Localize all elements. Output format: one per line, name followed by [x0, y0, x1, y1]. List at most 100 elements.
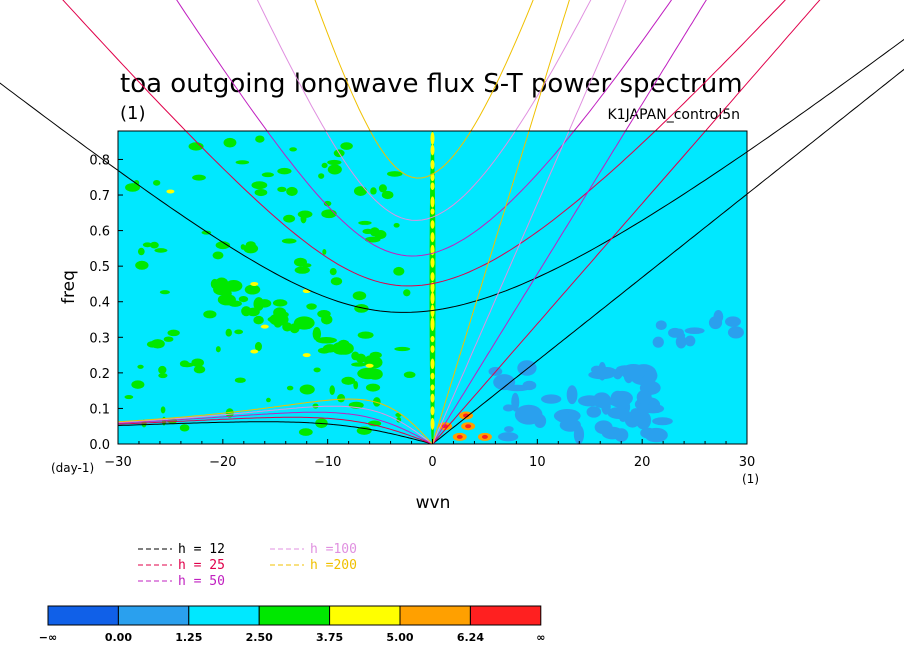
colorbar-label: 2.50 [246, 631, 273, 644]
y-tick-label: 0.6 [89, 225, 110, 240]
contour-patch [312, 403, 319, 409]
y-axis-label: freq [59, 270, 79, 304]
colorbar-segment [117, 605, 190, 626]
contour-patch [329, 268, 337, 276]
contour-patch [243, 243, 259, 254]
contour-patch [329, 385, 335, 395]
contour-patch [321, 162, 328, 169]
contour-patch [430, 208, 435, 215]
contour-patch [215, 241, 231, 250]
legend-label: h = 25 [178, 558, 225, 573]
contour-patch [286, 186, 298, 196]
contour-patch [481, 434, 488, 439]
contour-patch [253, 315, 264, 325]
y-axis-unit: (day-1) [51, 461, 94, 475]
colorbar-label: 6.24 [457, 631, 484, 644]
contour-patch [330, 277, 343, 286]
contour-patch [652, 417, 673, 426]
contour-patch [234, 329, 244, 335]
contour-patch [142, 242, 153, 248]
y-tick-label: 0.1 [89, 402, 110, 417]
contour-patch [294, 266, 310, 274]
contour-patch [125, 183, 141, 192]
x-axis-unit: (1) [742, 472, 759, 486]
legend-label: h =200 [310, 558, 357, 573]
y-tick-label: 0.7 [89, 189, 110, 204]
contour-patch [179, 424, 190, 432]
y-tick-label: 0.8 [89, 153, 110, 168]
contour-patch [430, 144, 435, 156]
contour-patch [244, 284, 261, 295]
contour-patch [365, 363, 374, 368]
rossby-wave-curve [117, 398, 433, 444]
contour-patch [367, 420, 382, 427]
contour-patch [255, 135, 265, 143]
colorbar-label: 0.00 [105, 631, 132, 644]
contour-patch [430, 335, 435, 343]
contour-patch [430, 406, 435, 416]
contour-patch [430, 304, 435, 318]
gravity-wave-curve [314, 0, 534, 179]
gravity-wave-curve [256, 0, 592, 221]
gravity-wave-curve [176, 0, 673, 257]
contour-patch [323, 200, 332, 207]
contour-patch [300, 214, 307, 224]
contour-patch [250, 281, 259, 286]
contour-patch [636, 389, 652, 405]
contour-patch [272, 299, 288, 307]
y-tick-label: 0.5 [89, 260, 110, 275]
rossby-wave-curve [117, 416, 433, 444]
contour-patch [456, 434, 463, 439]
contour-patch [315, 337, 337, 344]
contour-patch [387, 171, 403, 177]
colorbar-label: ∞ [536, 631, 545, 644]
contour-patch [302, 263, 312, 268]
contour-patch [403, 371, 416, 379]
contour-patch [327, 159, 342, 165]
y-tick-label: 0.0 [89, 438, 110, 453]
contour-patch [354, 304, 369, 313]
contour-patch [430, 384, 435, 391]
contour-patch [393, 266, 405, 276]
contour-patch [353, 380, 359, 390]
chart-subtitle-right: K1JAPAN_control5n [608, 107, 740, 123]
contour-patch [675, 335, 687, 349]
contour-patch [430, 345, 435, 353]
contour-patch [430, 292, 435, 305]
contour-patch [260, 324, 269, 329]
kelvin-wave-curve [432, 0, 627, 444]
contour-patch [358, 220, 372, 225]
contour-patch [430, 257, 435, 268]
contour-patch [179, 360, 190, 368]
contour-patch [430, 173, 435, 182]
contour-patch [235, 160, 250, 165]
contour-patch [497, 432, 519, 442]
contour-patch [250, 349, 259, 354]
contour-patch [365, 383, 381, 392]
contour-patch [465, 424, 472, 429]
rossby-wave-curve [117, 421, 433, 444]
contour-patch [517, 360, 537, 376]
contour-patch [351, 362, 366, 367]
contour-patch [254, 341, 262, 352]
contour-patch [203, 310, 217, 319]
contour-patch [430, 220, 435, 229]
contour-patch [261, 172, 274, 178]
contour-patch [502, 404, 514, 412]
contour-patch [273, 307, 287, 318]
contour-patch [215, 346, 221, 353]
x-tick-label: −30 [104, 455, 131, 470]
contour-patch [234, 377, 246, 383]
contour-patch [322, 249, 327, 255]
contour-patch [430, 132, 435, 145]
contour-patch [668, 327, 682, 338]
contour-patch [191, 358, 204, 367]
contour-patch [273, 319, 282, 328]
legend-label: h = 12 [178, 542, 225, 557]
contour-patch [302, 289, 311, 294]
colorbar-label: −∞ [39, 631, 57, 644]
contour-patch [430, 317, 435, 332]
contour-patch [212, 251, 224, 260]
